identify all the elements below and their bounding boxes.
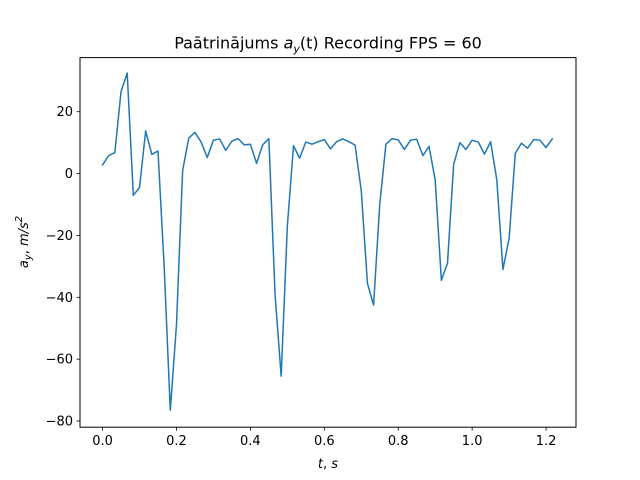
- y-axis-ticks: −80 −60 −40 −20 0 20: [46, 105, 80, 430]
- y-tick-label: −60: [46, 353, 73, 368]
- x-tick-label: 0.8: [388, 434, 409, 449]
- chart-title: Paātrinājums ay(t) Recording FPS = 60: [174, 34, 482, 56]
- x-axis-label: t, s: [318, 457, 338, 472]
- x-tick-label: 1.2: [536, 434, 557, 449]
- y-tick-label: −20: [46, 229, 73, 244]
- x-axis-ticks: 0.0 0.2 0.4 0.6 0.8 1.0 1.2: [92, 427, 556, 449]
- x-tick-label: 0.4: [240, 434, 261, 449]
- y-tick-label: −80: [46, 415, 73, 430]
- x-tick-label: 1.0: [462, 434, 483, 449]
- x-tick-label: 0.2: [166, 434, 187, 449]
- series-line-0: [101, 72, 554, 411]
- x-tick-label: 0.6: [314, 434, 335, 449]
- y-tick-label: 0: [65, 167, 73, 182]
- axes-frame: [79, 57, 577, 428]
- x-tick-label: 0.0: [92, 434, 113, 449]
- y-tick-label: −40: [46, 291, 73, 306]
- plot-area: [101, 72, 554, 411]
- y-tick-label: 20: [56, 105, 73, 120]
- y-axis-label: ay, m/s2: [14, 216, 34, 268]
